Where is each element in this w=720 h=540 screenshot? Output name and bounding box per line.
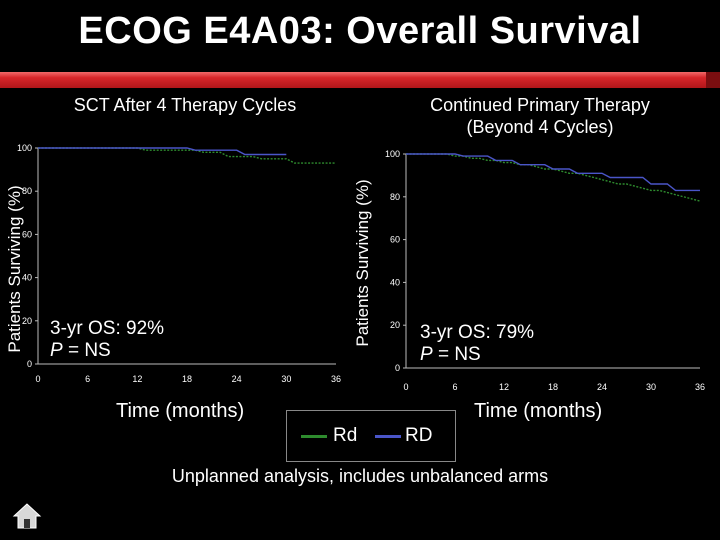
left-series-rd-lower	[38, 147, 336, 164]
left-y-tick-label: 0	[27, 359, 32, 369]
right-y-tick-label: 100	[385, 149, 400, 159]
right-chart-title-line1: Continued Primary Therapy	[430, 95, 650, 115]
slide-title: ECOG E4A03: Overall Survival	[78, 10, 642, 52]
legend-label-rd-upper: RD	[405, 425, 433, 446]
right-y-tick-label: 80	[390, 192, 400, 202]
left-os-annotation: 3-yr OS: 92% P = NS	[50, 318, 164, 362]
left-x-tick-label: 30	[281, 374, 291, 384]
home-icon[interactable]	[12, 502, 42, 530]
left-y-tick-label: 80	[22, 186, 32, 196]
left-x-tick-label: 12	[132, 374, 142, 384]
right-y-tick-label: 60	[390, 235, 400, 245]
left-y-tick-label: 40	[22, 273, 32, 283]
left-x-tick-label: 24	[232, 374, 242, 384]
left-chart-title: SCT After 4 Therapy Cycles	[73, 95, 297, 115]
right-x-tick-label: 6	[452, 382, 457, 392]
left-y-tick-label: 20	[22, 316, 32, 326]
right-x-tick-label: 24	[597, 382, 607, 392]
right-x-tick-label: 12	[499, 382, 509, 392]
right-chart-title: Continued Primary Therapy (Beyond 4 Cycl…	[390, 94, 690, 138]
left-p-value: P = NS	[50, 340, 164, 362]
left-x-tick-label: 18	[182, 374, 192, 384]
title-divider-bar	[0, 72, 720, 88]
left-y-tick-label: 60	[22, 229, 32, 239]
right-y-tick-label: 20	[390, 320, 400, 330]
right-x-axis-label: Time (months)	[474, 400, 603, 422]
right-y-tick-label: 0	[395, 363, 400, 373]
right-os-value: 3-yr OS: 79%	[420, 322, 535, 343]
left-p-result: = NS	[62, 340, 111, 361]
footnote: Unplanned analysis, includes unbalanced …	[171, 466, 549, 486]
left-os-value: 3-yr OS: 92%	[50, 318, 165, 339]
left-x-tick-label: 6	[85, 374, 90, 384]
right-x-tick-label: 18	[548, 382, 558, 392]
right-chart-title-line2: (Beyond 4 Cycles)	[466, 117, 614, 137]
legend: Rd RD	[286, 410, 456, 462]
right-y-tick-label: 40	[390, 277, 400, 287]
title-divider-bar-end	[706, 72, 720, 88]
right-series-rd-upper	[406, 153, 700, 192]
right-x-tick-label: 0	[403, 382, 408, 392]
left-y-tick-label: 100	[17, 143, 32, 153]
legend-swatch-rd-lower	[301, 435, 327, 438]
left-x-axis-label: Time (months)	[116, 400, 245, 422]
right-p-value: P = NS	[420, 344, 534, 366]
left-series-rd-upper	[38, 147, 287, 156]
right-series-rd-lower	[406, 153, 701, 202]
left-x-tick-label: 0	[35, 374, 40, 384]
right-p-symbol: P	[420, 344, 433, 365]
right-os-annotation: 3-yr OS: 79% P = NS	[420, 322, 534, 366]
legend-swatch-rd-upper	[375, 435, 401, 438]
legend-label-rd-lower: Rd	[333, 425, 358, 446]
left-p-symbol: P	[50, 340, 63, 361]
right-x-tick-label: 30	[646, 382, 656, 392]
right-p-result: = NS	[432, 344, 481, 365]
left-x-tick-label: 36	[331, 374, 341, 384]
right-x-tick-label: 36	[695, 382, 705, 392]
